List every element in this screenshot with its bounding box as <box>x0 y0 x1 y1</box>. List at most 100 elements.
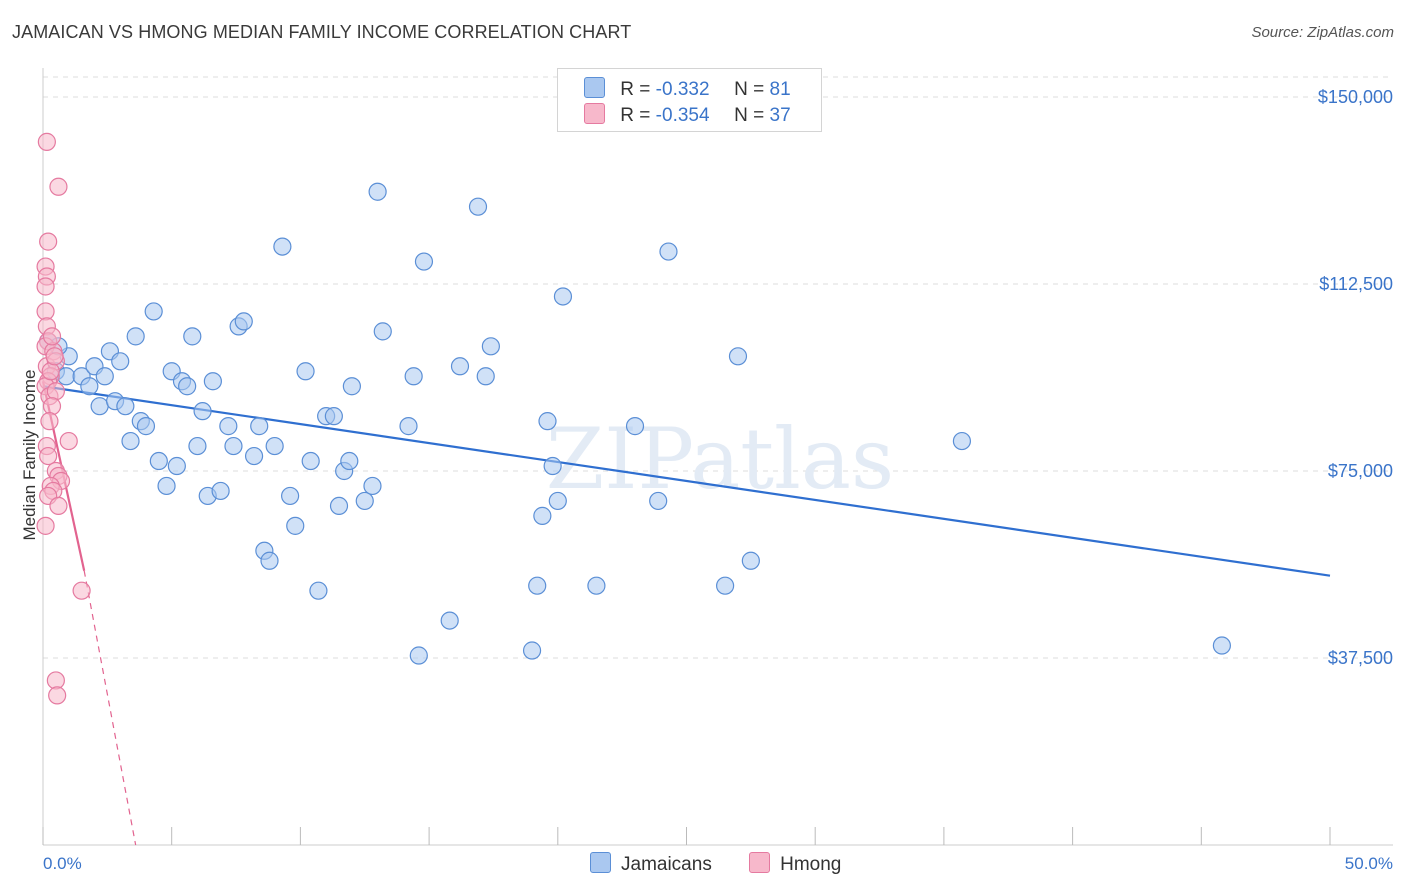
legend-item-hmong: Hmong <box>749 852 841 876</box>
jamaicans-point <box>301 451 320 471</box>
hmong-point <box>40 412 59 431</box>
legend-row-hmong: R = -0.354 N = 37 <box>584 103 791 127</box>
hmong-point <box>39 446 58 466</box>
jamaicans-point <box>741 551 760 570</box>
legend-n-label: N = <box>734 79 765 100</box>
jamaicans-point <box>167 456 186 476</box>
hmong-point <box>39 232 58 251</box>
jamaicans-point <box>355 491 374 511</box>
series-legend: Jamaicans Hmong <box>590 852 873 876</box>
hmong-point <box>36 302 55 321</box>
y-tick-label: $37,500 <box>1328 648 1393 668</box>
jamaicans-point <box>234 312 253 331</box>
legend-n-value: 37 <box>769 105 791 126</box>
legend-r-label: R = <box>620 105 651 126</box>
hmong-point <box>49 496 68 516</box>
jamaicans-point <box>260 551 279 570</box>
jamaicans-point <box>373 322 392 341</box>
jamaicans-point <box>528 576 547 595</box>
jamaicans-point <box>363 476 382 496</box>
y-ticks: $37,500 $75,000 $112,500 $150,000 <box>1318 87 1393 668</box>
jamaicans-point <box>548 491 567 511</box>
jamaicans-point <box>111 352 130 371</box>
jamaicans-point <box>296 362 315 381</box>
jamaicans-point <box>203 372 222 391</box>
jamaicans-point <box>468 197 488 216</box>
jamaicans-point <box>250 417 269 436</box>
jamaicans-point <box>309 581 328 600</box>
jamaicans-point <box>1212 636 1231 655</box>
jamaicans-point <box>157 476 176 496</box>
jamaicans-point <box>219 417 238 436</box>
jamaicans-point <box>90 397 109 416</box>
x-tick-max: 50.0% <box>1345 854 1393 873</box>
jamaicans-point <box>193 402 212 421</box>
jamaicans-point <box>952 431 972 451</box>
hmong-point <box>41 362 60 381</box>
jamaicans-point <box>121 431 140 451</box>
jamaicans-point <box>224 436 243 456</box>
legend-n-value: 81 <box>769 79 791 100</box>
legend-r-value: -0.354 <box>655 105 710 126</box>
jamaicans-point <box>625 417 645 436</box>
hmong-point <box>46 382 65 401</box>
jamaicans-swatch <box>584 77 605 98</box>
jamaicans-point <box>244 446 264 466</box>
jamaicans-point <box>281 486 300 506</box>
hmong-point <box>72 581 91 600</box>
jamaicans-point <box>178 377 197 396</box>
jamaicans-point <box>188 436 207 456</box>
legend-item-jamaicans: Jamaicans <box>590 852 712 876</box>
jamaicans-point <box>649 491 668 511</box>
source-label: Source: ZipAtlas.com <box>1251 24 1394 41</box>
jamaicans-point <box>136 417 156 436</box>
jamaicans-point <box>440 611 459 630</box>
hmong-point <box>42 397 62 416</box>
jamaicans-point <box>265 436 284 456</box>
gridlines <box>43 76 1393 659</box>
jamaicans-point <box>522 641 542 660</box>
jamaicans-point <box>543 456 562 476</box>
hmong-point <box>37 132 56 151</box>
hmong-swatch <box>584 103 605 124</box>
hmong-point <box>42 327 62 346</box>
legend-r-value: -0.332 <box>655 79 710 100</box>
jamaicans-point <box>368 182 387 201</box>
hmong-point <box>36 277 55 296</box>
jamaicans-point <box>476 367 495 386</box>
correlation-legend: R = -0.332 N = 81 R = -0.354 N = 37 <box>557 68 822 132</box>
y-tick-label: $150,000 <box>1318 87 1393 107</box>
x-tick-min: 0.0% <box>43 854 82 873</box>
jamaicans-point <box>538 412 557 431</box>
jamaicans-point <box>409 646 428 665</box>
jamaicans-point <box>728 347 748 366</box>
jamaicans-point <box>183 327 202 346</box>
y-tick-label: $75,000 <box>1328 461 1393 481</box>
hmong-point <box>49 177 68 196</box>
series-jamaicans <box>39 182 1231 665</box>
jamaicans-point <box>481 337 500 356</box>
jamaicans-point <box>533 506 552 525</box>
jamaicans-point <box>329 496 349 516</box>
jamaicans-point <box>149 451 168 471</box>
jamaicans-point <box>716 576 735 595</box>
hmong-point <box>36 516 55 535</box>
jamaicans-point <box>342 377 361 396</box>
chart-title: JAMAICAN VS HMONG MEDIAN FAMILY INCOME C… <box>12 22 632 42</box>
jamaicans-point <box>414 252 434 271</box>
jamaicans-point <box>95 367 114 386</box>
jamaicans-point <box>57 367 76 386</box>
legend-n-label: N = <box>734 105 765 126</box>
jamaicans-point <box>659 242 678 261</box>
jamaicans-point <box>80 377 99 396</box>
jamaicans-point <box>340 451 359 471</box>
jamaicans-point <box>273 237 292 256</box>
jamaicans-point <box>324 407 343 426</box>
legend-item-label: Hmong <box>780 854 842 875</box>
jamaicans-point <box>399 417 418 436</box>
jamaicans-point <box>211 481 230 501</box>
jamaicans-swatch <box>590 852 611 873</box>
jamaicans-point <box>286 516 305 535</box>
jamaicans-point <box>144 302 163 321</box>
legend-item-label: Jamaicans <box>621 854 712 875</box>
